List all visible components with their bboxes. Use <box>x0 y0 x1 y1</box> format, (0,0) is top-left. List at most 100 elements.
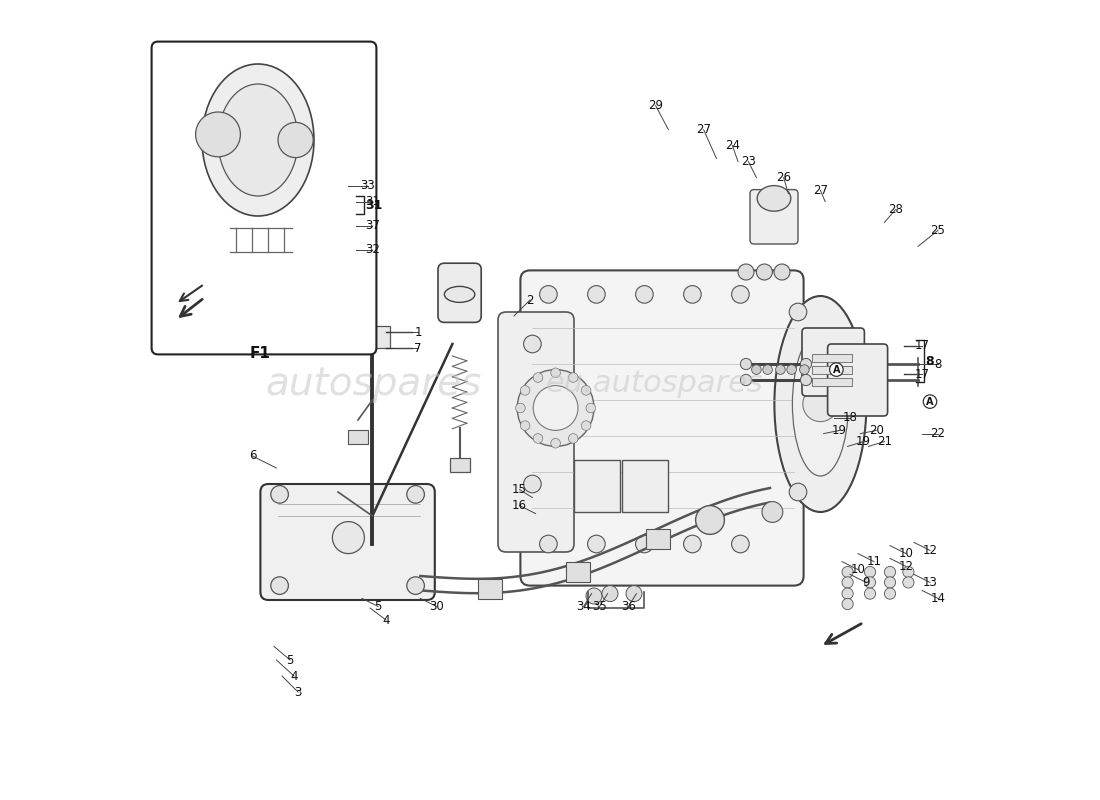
Text: A: A <box>833 365 840 374</box>
FancyBboxPatch shape <box>802 328 865 396</box>
Bar <box>813 378 852 386</box>
Circle shape <box>738 264 754 280</box>
Circle shape <box>800 365 810 374</box>
FancyBboxPatch shape <box>827 344 888 416</box>
Circle shape <box>407 577 425 594</box>
Text: 34: 34 <box>576 600 591 613</box>
Bar <box>478 578 503 598</box>
Text: 30: 30 <box>429 600 443 613</box>
Circle shape <box>762 502 783 522</box>
Circle shape <box>695 506 725 534</box>
Text: 12: 12 <box>923 544 937 557</box>
Circle shape <box>551 368 560 378</box>
Circle shape <box>524 395 541 413</box>
Circle shape <box>842 566 854 578</box>
Circle shape <box>786 365 796 374</box>
Text: A: A <box>926 397 934 406</box>
Circle shape <box>540 286 558 303</box>
Circle shape <box>586 403 595 413</box>
Text: 26: 26 <box>777 171 791 184</box>
Circle shape <box>774 264 790 280</box>
Text: 16: 16 <box>513 499 527 512</box>
Text: 21: 21 <box>877 435 892 448</box>
Circle shape <box>732 535 749 553</box>
Ellipse shape <box>202 64 314 216</box>
Text: 9: 9 <box>862 576 870 589</box>
Ellipse shape <box>757 186 791 211</box>
Circle shape <box>534 373 542 382</box>
Text: 5: 5 <box>286 654 294 666</box>
Text: 12: 12 <box>899 560 913 573</box>
Circle shape <box>636 286 653 303</box>
Circle shape <box>903 566 914 578</box>
Circle shape <box>581 386 591 395</box>
Text: 36: 36 <box>621 600 636 613</box>
Text: 20: 20 <box>869 424 883 437</box>
Ellipse shape <box>792 332 848 476</box>
Text: 17: 17 <box>914 368 929 381</box>
Text: 31: 31 <box>365 198 383 212</box>
Circle shape <box>842 598 854 610</box>
Circle shape <box>903 577 914 588</box>
Circle shape <box>740 374 751 386</box>
Circle shape <box>587 535 605 553</box>
Text: 27: 27 <box>813 184 828 197</box>
Bar <box>450 458 470 472</box>
Circle shape <box>842 588 854 599</box>
Circle shape <box>517 370 594 446</box>
Text: 17: 17 <box>914 339 929 352</box>
Circle shape <box>762 365 772 374</box>
Circle shape <box>278 122 314 158</box>
Circle shape <box>884 566 895 578</box>
Text: 19: 19 <box>856 435 871 448</box>
Circle shape <box>271 577 288 594</box>
Text: 1: 1 <box>415 326 421 338</box>
Bar <box>349 430 367 444</box>
Text: 8: 8 <box>934 358 942 370</box>
Circle shape <box>789 303 806 321</box>
Text: 4: 4 <box>383 614 389 626</box>
Circle shape <box>636 535 653 553</box>
FancyBboxPatch shape <box>156 92 371 332</box>
Text: 23: 23 <box>741 155 756 168</box>
Circle shape <box>569 373 578 382</box>
Circle shape <box>602 586 618 602</box>
Circle shape <box>332 522 364 554</box>
Circle shape <box>516 403 525 413</box>
Circle shape <box>196 112 241 157</box>
Text: 29: 29 <box>648 99 663 112</box>
Circle shape <box>757 264 772 280</box>
Circle shape <box>776 365 785 374</box>
Circle shape <box>740 358 751 370</box>
Text: 15: 15 <box>513 483 527 496</box>
Text: 13: 13 <box>923 576 937 589</box>
Circle shape <box>683 286 701 303</box>
Circle shape <box>801 358 812 370</box>
Text: 4: 4 <box>290 670 298 682</box>
Circle shape <box>789 483 806 501</box>
Bar <box>813 354 852 362</box>
Circle shape <box>801 374 812 386</box>
Circle shape <box>540 535 558 553</box>
Ellipse shape <box>444 286 475 302</box>
Circle shape <box>803 386 838 422</box>
Circle shape <box>271 486 288 503</box>
Text: 19: 19 <box>832 424 847 437</box>
Circle shape <box>520 421 530 430</box>
Text: 10: 10 <box>850 563 866 576</box>
Circle shape <box>534 434 542 443</box>
Text: 33: 33 <box>360 179 375 192</box>
Text: 24: 24 <box>725 139 740 152</box>
Circle shape <box>751 365 761 374</box>
FancyBboxPatch shape <box>152 42 376 354</box>
FancyBboxPatch shape <box>520 270 804 586</box>
Text: 6: 6 <box>249 450 256 462</box>
Ellipse shape <box>218 84 298 196</box>
Text: 31: 31 <box>365 195 380 208</box>
FancyBboxPatch shape <box>261 484 434 600</box>
Text: 14: 14 <box>931 592 946 605</box>
Circle shape <box>534 386 578 430</box>
Text: 5: 5 <box>374 600 382 613</box>
Bar <box>565 562 590 582</box>
Bar <box>813 366 852 374</box>
